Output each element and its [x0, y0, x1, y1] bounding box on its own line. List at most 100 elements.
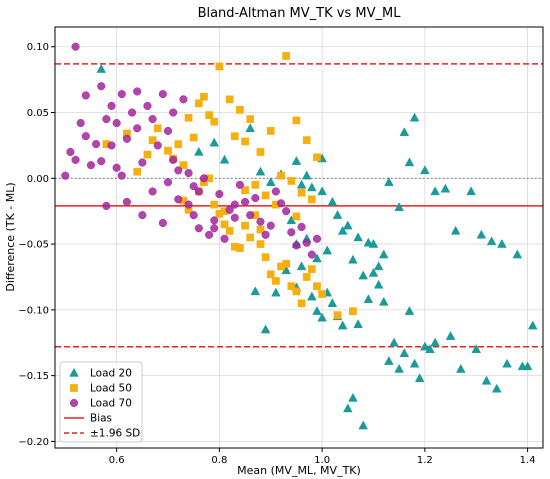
y-tick-label: −0.05 [18, 240, 49, 251]
data-point [353, 319, 363, 329]
y-tick-label: −0.20 [18, 437, 49, 448]
data-point [486, 236, 497, 246]
data-point [230, 132, 239, 141]
data-point [287, 177, 296, 185]
data-point [301, 170, 312, 180]
data-point [189, 133, 198, 142]
series-load-70 [61, 42, 322, 259]
data-point [409, 112, 420, 122]
data-point [164, 146, 172, 155]
data-point [184, 113, 193, 122]
legend-box [59, 361, 143, 443]
data-point [210, 117, 219, 126]
legend: Load 20 Load 50 Load 70 Bias ±1.96 SD [59, 361, 143, 443]
data-point [312, 234, 322, 243]
legend-label: Load 70 [90, 398, 132, 410]
data-point [291, 156, 302, 165]
data-point [343, 220, 353, 230]
data-point [292, 212, 301, 221]
data-point [194, 99, 203, 108]
data-point [296, 179, 307, 189]
data-point [133, 87, 142, 96]
data-point [205, 230, 214, 239]
data-point [373, 279, 384, 289]
data-point [318, 290, 326, 298]
data-point [358, 270, 369, 280]
data-point [194, 187, 203, 196]
data-point [158, 90, 167, 99]
data-point [210, 216, 219, 225]
data-point [143, 101, 152, 110]
data-point [163, 178, 173, 187]
y-tick-label: 0.10 [27, 42, 49, 53]
data-point [481, 375, 492, 385]
data-point [282, 259, 291, 268]
data-point [148, 115, 157, 124]
data-point [292, 116, 301, 125]
data-point [86, 161, 96, 170]
data-point [184, 200, 193, 209]
data-point [235, 180, 244, 189]
data-point [282, 207, 291, 216]
data-point [250, 286, 261, 296]
data-point [292, 287, 301, 296]
data-point [179, 161, 188, 169]
y-axis-label: Difference (TK - ML) [4, 182, 17, 291]
legend-label: Load 50 [90, 383, 132, 395]
data-point [337, 320, 348, 330]
data-point [265, 177, 276, 186]
y-tick-label: 0.00 [27, 174, 49, 185]
data-point [102, 201, 111, 210]
chart-title: Bland-Altman MV_TK vs MV_ML [198, 6, 402, 21]
data-point [112, 163, 121, 172]
legend-label: Load 20 [90, 368, 132, 380]
data-point [440, 183, 451, 193]
data-point [241, 186, 249, 194]
data-point [81, 132, 90, 141]
data-point [169, 155, 178, 164]
data-point [404, 157, 415, 167]
data-point [261, 230, 270, 239]
y-tick-label: 0.05 [27, 108, 49, 119]
data-point [497, 238, 507, 248]
data-point [71, 155, 80, 164]
data-point [307, 250, 316, 259]
data-point [327, 196, 338, 206]
data-point [256, 225, 265, 234]
data-point [122, 197, 131, 207]
y-tick-label: −0.15 [18, 371, 49, 382]
data-point [148, 187, 157, 196]
data-point [102, 115, 111, 124]
data-point [358, 420, 369, 430]
data-point [210, 200, 219, 209]
data-point [502, 358, 512, 368]
data-point [271, 287, 281, 297]
x-tick-label: 0.8 [211, 455, 227, 466]
data-point [209, 137, 220, 147]
data-point [420, 341, 430, 351]
data-point [522, 361, 533, 371]
data-point [343, 403, 353, 413]
data-point [246, 115, 255, 123]
data-point [97, 82, 106, 91]
data-point [373, 261, 384, 271]
data-point [296, 261, 307, 271]
data-point [256, 240, 265, 248]
data-point [282, 52, 291, 60]
data-point [322, 245, 333, 255]
data-point [399, 127, 410, 136]
data-point [251, 193, 260, 203]
data-point [277, 171, 285, 180]
data-point [246, 211, 255, 220]
data-point [194, 224, 203, 233]
data-point [76, 118, 85, 128]
data-point [230, 200, 239, 209]
data-point [389, 337, 399, 347]
data-point [368, 238, 379, 248]
series-load-50 [102, 52, 357, 319]
data-point [333, 311, 342, 319]
data-point [353, 232, 363, 242]
data-point [107, 101, 116, 110]
data-point [245, 123, 255, 133]
data-point [287, 228, 296, 237]
